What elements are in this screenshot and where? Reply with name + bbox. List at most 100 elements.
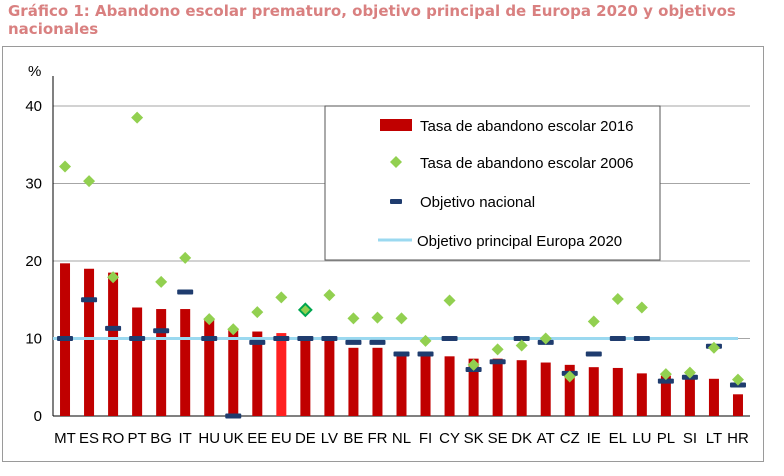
x-tick-label-PL: PL [657,430,675,447]
x-tick-label-EL: EL [609,430,627,447]
diamond-EU [275,291,288,304]
target-FI [417,351,434,357]
target-IE [585,351,602,357]
legend-swatch-dash [390,199,402,204]
x-tick-label-EE: EE [247,430,267,447]
target-FR [369,339,386,345]
diamond-RO [107,271,120,284]
bar-SE [492,358,503,416]
legend-label-dash: Objetivo nacional [420,194,535,211]
target-IT [177,289,194,295]
diamond-CZ [563,370,576,383]
bar-LT [708,378,719,416]
y-tick-label-0: 0 [34,408,42,425]
target-SE [489,359,506,365]
x-tick-label-AT: AT [537,430,555,447]
diamond-IT [179,251,192,264]
y-tick-label-30: 30 [25,176,42,193]
x-tick-label-CY: CY [439,430,460,447]
x-tick-label-LT: LT [706,430,722,447]
diamond-EE [251,306,264,319]
x-tick-label-DK: DK [511,430,532,447]
target-RO [105,325,122,331]
target-DE [297,336,314,341]
bar-EE [252,331,263,416]
target-LV [321,336,338,341]
diamond-DE [297,302,313,318]
diamond-ES [83,175,96,188]
x-tick-label-BE: BE [343,430,363,447]
y-tick-label-10: 10 [25,331,42,348]
target-HU [201,336,218,341]
x-tick-label-RO: RO [102,430,125,447]
diamond-UK [227,323,240,336]
bar-DE [300,336,311,416]
legend-label-diamond: Tasa de abandono escolar 2006 [420,155,634,172]
diamond-FR [371,311,384,324]
bar-FR [372,347,383,416]
target-EU [273,336,290,341]
diamond-LT [707,341,720,354]
bar-SI [684,378,695,416]
x-tick-label-SE: SE [488,430,508,447]
target-PL [657,378,674,384]
x-tick-label-IT: IT [179,430,192,447]
bar-CY [444,356,455,416]
diamond-SI [683,366,696,379]
x-tick-label-FR: FR [367,430,387,447]
bar-HU [204,319,215,416]
diamond-BE [347,312,360,325]
bar-LV [324,338,335,416]
bar-RO [108,272,119,416]
target-CY [441,336,458,341]
diamond-EL [611,292,624,305]
bar-IE [588,367,599,416]
target-PT [129,336,146,341]
x-tick-label-EU: EU [271,430,292,447]
x-tick-label-HR: HR [727,430,749,447]
target-EE [249,339,266,345]
x-tick-label-CZ: CZ [560,430,580,447]
x-tick-label-SI: SI [683,430,697,447]
target-BE [345,339,362,345]
legend-swatch-diamond [390,156,402,168]
x-tick-label-LV: LV [321,430,338,447]
bar-ES [84,268,95,416]
bar-NL [396,354,407,416]
target-UK [225,413,242,419]
bar-EU [276,333,287,416]
x-tick-label-BG: BG [150,430,172,447]
x-tick-label-IE: IE [587,430,601,447]
x-tick-label-MT: MT [54,430,76,447]
x-tick-label-PT: PT [128,430,147,447]
x-tick-label-ES: ES [79,430,99,447]
diamond-CY [443,294,456,307]
target-EL [609,336,626,341]
x-tick-label-LU: LU [632,430,651,447]
diamond-HU [203,313,216,326]
bar-LU [636,373,647,416]
target-ES [81,297,98,303]
target-NL [393,351,410,357]
diamond-SE [491,343,504,356]
target-LU [633,336,650,341]
diamond-MT [59,160,72,173]
y-tick-label-20: 20 [25,253,42,270]
x-tick-label-FI: FI [419,430,432,447]
diamond-BG [155,275,168,288]
diamond-DK [515,339,528,352]
bar-FI [420,354,431,416]
target-MT [57,336,74,341]
diamond-NL [395,312,408,325]
bar-UK [228,329,239,416]
bar-DK [516,360,527,416]
x-tick-label-HU: HU [198,430,220,447]
bar-HR [732,394,743,416]
x-tick-label-NL: NL [392,430,411,447]
bar-BE [348,347,359,416]
bar-PL [660,375,671,416]
target-DK [513,336,530,341]
diamond-SK [467,358,480,371]
y-tick-label-40: 40 [25,98,42,115]
